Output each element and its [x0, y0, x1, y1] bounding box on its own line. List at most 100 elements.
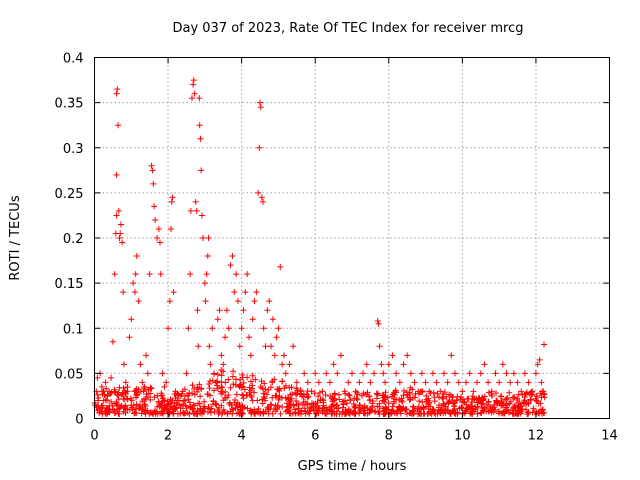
data-point [183, 370, 190, 377]
data-point [220, 368, 227, 375]
data-point [536, 356, 543, 363]
data-point [417, 389, 424, 396]
data-point [510, 370, 517, 377]
data-point [485, 379, 492, 386]
data-point [532, 370, 539, 377]
data-point [479, 396, 486, 403]
data-point [537, 390, 544, 397]
data-point [159, 370, 166, 377]
data-point [210, 397, 217, 404]
data-point [106, 388, 113, 395]
data-point [115, 207, 122, 214]
data-point [100, 388, 107, 395]
data-point [247, 378, 254, 385]
data-point [356, 379, 363, 386]
data-point [400, 361, 407, 368]
data-point [454, 393, 461, 400]
data-point [109, 338, 116, 345]
data-point [177, 392, 184, 399]
data-point [497, 393, 504, 400]
y-tick-label: 0.15 [55, 277, 84, 292]
data-point [113, 212, 120, 219]
data-point [336, 396, 343, 403]
data-point [133, 391, 140, 398]
data-point [233, 391, 240, 398]
data-point [282, 370, 289, 377]
data-point [541, 409, 548, 416]
data-point [360, 390, 367, 397]
data-point [269, 394, 276, 401]
data-point [143, 391, 150, 398]
data-point [212, 379, 219, 386]
data-point [114, 86, 121, 93]
data-point [260, 325, 267, 332]
data-point [311, 390, 318, 397]
data-point [288, 395, 295, 402]
data-point [326, 407, 333, 414]
data-point [114, 391, 121, 398]
data-point [238, 403, 245, 410]
data-point [492, 370, 499, 377]
data-point [297, 388, 304, 395]
data-point [441, 389, 448, 396]
data-point [192, 198, 199, 205]
data-point [257, 99, 264, 106]
data-point [229, 373, 236, 380]
data-point [521, 370, 528, 377]
data-point [236, 343, 243, 350]
data-point [189, 382, 196, 389]
data-point [331, 390, 338, 397]
data-point [148, 162, 155, 169]
data-point [170, 289, 177, 296]
data-point [149, 167, 156, 174]
data-point [147, 390, 154, 397]
data-point [472, 403, 479, 410]
data-point [459, 396, 466, 403]
data-point [158, 390, 165, 397]
data-point [415, 403, 422, 410]
data-point [345, 379, 352, 386]
data-point [111, 271, 118, 278]
data-point [201, 280, 208, 287]
data-point [369, 397, 376, 404]
data-point [154, 235, 161, 241]
data-point [113, 400, 120, 407]
data-point [312, 400, 319, 407]
data-point [227, 262, 234, 269]
data-point [264, 406, 271, 413]
data-point [268, 343, 275, 350]
data-point [262, 343, 269, 350]
data-point [147, 396, 154, 403]
data-point [204, 391, 211, 398]
data-point [363, 361, 370, 368]
data-point [277, 263, 284, 270]
data-point [424, 410, 431, 417]
data-point [193, 410, 200, 417]
data-point [190, 81, 197, 88]
data-point [158, 408, 165, 415]
data-point [490, 409, 497, 416]
data-point [186, 399, 193, 406]
data-point [410, 403, 417, 410]
data-point [273, 334, 280, 341]
data-point [451, 399, 458, 406]
data-point [316, 405, 323, 412]
data-point [184, 409, 191, 416]
data-point [306, 410, 313, 417]
data-point [129, 406, 136, 413]
data-point [254, 397, 261, 404]
data-point [392, 396, 399, 403]
data-point [146, 271, 153, 278]
data-point [523, 390, 530, 397]
data-point [198, 385, 205, 392]
data-point [399, 398, 406, 405]
data-point [303, 391, 310, 398]
data-point [446, 396, 453, 403]
data-point [342, 406, 349, 413]
data-point [124, 395, 131, 402]
data-point [135, 405, 142, 412]
data-point [423, 392, 430, 399]
data-point [114, 408, 121, 415]
data-point [216, 307, 223, 314]
data-point [477, 410, 484, 417]
